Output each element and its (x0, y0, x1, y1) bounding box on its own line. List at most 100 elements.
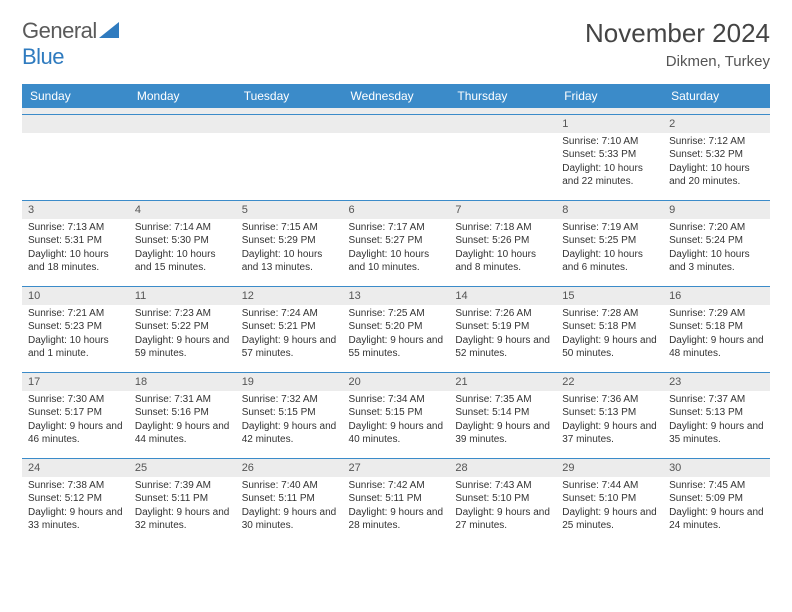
day-number: 11 (129, 287, 236, 305)
sunrise-line: Sunrise: 7:26 AM (455, 307, 550, 321)
day-number: 7 (449, 201, 556, 219)
calendar-day-cell: 9Sunrise: 7:20 AMSunset: 5:24 PMDaylight… (663, 200, 770, 286)
sunset-line: Sunset: 5:29 PM (242, 234, 337, 248)
sunrise-line: Sunrise: 7:38 AM (28, 479, 123, 493)
sunset-line: Sunset: 5:11 PM (242, 492, 337, 506)
sunset-line: Sunset: 5:20 PM (349, 320, 444, 334)
daylight-line: Daylight: 10 hours and 13 minutes. (242, 248, 337, 275)
day-details: Sunrise: 7:17 AMSunset: 5:27 PMDaylight:… (343, 219, 450, 279)
day-number-empty (129, 115, 236, 133)
day-number: 22 (556, 373, 663, 391)
daylight-line: Daylight: 10 hours and 3 minutes. (669, 248, 764, 275)
daylight-line: Daylight: 9 hours and 32 minutes. (135, 506, 230, 533)
daylight-line: Daylight: 9 hours and 33 minutes. (28, 506, 123, 533)
daylight-line: Daylight: 9 hours and 25 minutes. (562, 506, 657, 533)
sunset-line: Sunset: 5:15 PM (242, 406, 337, 420)
sunset-line: Sunset: 5:31 PM (28, 234, 123, 248)
daylight-line: Daylight: 10 hours and 1 minute. (28, 334, 123, 361)
day-number: 9 (663, 201, 770, 219)
day-details: Sunrise: 7:40 AMSunset: 5:11 PMDaylight:… (236, 477, 343, 537)
calendar-day-cell: 24Sunrise: 7:38 AMSunset: 5:12 PMDayligh… (22, 458, 129, 544)
calendar-day-cell: 15Sunrise: 7:28 AMSunset: 5:18 PMDayligh… (556, 286, 663, 372)
day-number: 20 (343, 373, 450, 391)
sunrise-line: Sunrise: 7:35 AM (455, 393, 550, 407)
day-details: Sunrise: 7:45 AMSunset: 5:09 PMDaylight:… (663, 477, 770, 537)
day-number: 10 (22, 287, 129, 305)
calendar-day-cell: 7Sunrise: 7:18 AMSunset: 5:26 PMDaylight… (449, 200, 556, 286)
daylight-line: Daylight: 9 hours and 44 minutes. (135, 420, 230, 447)
calendar-day-cell: 20Sunrise: 7:34 AMSunset: 5:15 PMDayligh… (343, 372, 450, 458)
daylight-line: Daylight: 10 hours and 8 minutes. (455, 248, 550, 275)
day-details: Sunrise: 7:14 AMSunset: 5:30 PMDaylight:… (129, 219, 236, 279)
day-number: 24 (22, 459, 129, 477)
daylight-line: Daylight: 9 hours and 52 minutes. (455, 334, 550, 361)
daylight-line: Daylight: 9 hours and 40 minutes. (349, 420, 444, 447)
calendar-day-cell: 19Sunrise: 7:32 AMSunset: 5:15 PMDayligh… (236, 372, 343, 458)
day-number-empty (22, 115, 129, 133)
day-number: 29 (556, 459, 663, 477)
sunrise-line: Sunrise: 7:25 AM (349, 307, 444, 321)
calendar-day-cell: 6Sunrise: 7:17 AMSunset: 5:27 PMDaylight… (343, 200, 450, 286)
day-number: 25 (129, 459, 236, 477)
day-number: 27 (343, 459, 450, 477)
calendar-day-cell: 10Sunrise: 7:21 AMSunset: 5:23 PMDayligh… (22, 286, 129, 372)
sunset-line: Sunset: 5:19 PM (455, 320, 550, 334)
day-number: 1 (556, 115, 663, 133)
daylight-line: Daylight: 9 hours and 35 minutes. (669, 420, 764, 447)
location: Dikmen, Turkey (585, 53, 770, 70)
sunset-line: Sunset: 5:18 PM (562, 320, 657, 334)
logo: General Blue (22, 18, 119, 70)
calendar-day-cell: 18Sunrise: 7:31 AMSunset: 5:16 PMDayligh… (129, 372, 236, 458)
day-details: Sunrise: 7:15 AMSunset: 5:29 PMDaylight:… (236, 219, 343, 279)
sunrise-line: Sunrise: 7:14 AM (135, 221, 230, 235)
sunrise-line: Sunrise: 7:19 AM (562, 221, 657, 235)
daylight-line: Daylight: 9 hours and 42 minutes. (242, 420, 337, 447)
day-details: Sunrise: 7:36 AMSunset: 5:13 PMDaylight:… (556, 391, 663, 451)
sunset-line: Sunset: 5:16 PM (135, 406, 230, 420)
daylight-line: Daylight: 9 hours and 37 minutes. (562, 420, 657, 447)
day-details: Sunrise: 7:44 AMSunset: 5:10 PMDaylight:… (556, 477, 663, 537)
sunrise-line: Sunrise: 7:44 AM (562, 479, 657, 493)
daylight-line: Daylight: 10 hours and 22 minutes. (562, 162, 657, 189)
sunrise-line: Sunrise: 7:15 AM (242, 221, 337, 235)
day-number: 17 (22, 373, 129, 391)
daylight-line: Daylight: 9 hours and 59 minutes. (135, 334, 230, 361)
day-details: Sunrise: 7:13 AMSunset: 5:31 PMDaylight:… (22, 219, 129, 279)
day-details: Sunrise: 7:37 AMSunset: 5:13 PMDaylight:… (663, 391, 770, 451)
sunset-line: Sunset: 5:10 PM (562, 492, 657, 506)
logo-text-a: General (22, 18, 97, 43)
day-details: Sunrise: 7:43 AMSunset: 5:10 PMDaylight:… (449, 477, 556, 537)
calendar-day-cell: 2Sunrise: 7:12 AMSunset: 5:32 PMDaylight… (663, 114, 770, 200)
sunset-line: Sunset: 5:30 PM (135, 234, 230, 248)
day-number: 13 (343, 287, 450, 305)
calendar-day-cell: 17Sunrise: 7:30 AMSunset: 5:17 PMDayligh… (22, 372, 129, 458)
day-details: Sunrise: 7:19 AMSunset: 5:25 PMDaylight:… (556, 219, 663, 279)
header: General Blue November 2024 Dikmen, Turke… (22, 18, 770, 70)
sunrise-line: Sunrise: 7:10 AM (562, 135, 657, 149)
sunrise-line: Sunrise: 7:30 AM (28, 393, 123, 407)
weekday-header: Saturday (663, 84, 770, 108)
daylight-line: Daylight: 10 hours and 20 minutes. (669, 162, 764, 189)
daylight-line: Daylight: 9 hours and 57 minutes. (242, 334, 337, 361)
daylight-line: Daylight: 9 hours and 48 minutes. (669, 334, 764, 361)
sunset-line: Sunset: 5:11 PM (135, 492, 230, 506)
title-block: November 2024 Dikmen, Turkey (585, 18, 770, 70)
calendar-day-cell: 3Sunrise: 7:13 AMSunset: 5:31 PMDaylight… (22, 200, 129, 286)
sunset-line: Sunset: 5:13 PM (562, 406, 657, 420)
sunset-line: Sunset: 5:26 PM (455, 234, 550, 248)
calendar-day-cell: 23Sunrise: 7:37 AMSunset: 5:13 PMDayligh… (663, 372, 770, 458)
day-number-empty (236, 115, 343, 133)
sunset-line: Sunset: 5:22 PM (135, 320, 230, 334)
weekday-header: Wednesday (343, 84, 450, 108)
day-details: Sunrise: 7:31 AMSunset: 5:16 PMDaylight:… (129, 391, 236, 451)
sunset-line: Sunset: 5:15 PM (349, 406, 444, 420)
daylight-line: Daylight: 9 hours and 28 minutes. (349, 506, 444, 533)
daylight-line: Daylight: 10 hours and 15 minutes. (135, 248, 230, 275)
day-number: 12 (236, 287, 343, 305)
day-details: Sunrise: 7:34 AMSunset: 5:15 PMDaylight:… (343, 391, 450, 451)
sunrise-line: Sunrise: 7:29 AM (669, 307, 764, 321)
calendar-body: 1Sunrise: 7:10 AMSunset: 5:33 PMDaylight… (22, 108, 770, 544)
sunrise-line: Sunrise: 7:17 AM (349, 221, 444, 235)
calendar-day-cell (449, 114, 556, 200)
sunrise-line: Sunrise: 7:43 AM (455, 479, 550, 493)
